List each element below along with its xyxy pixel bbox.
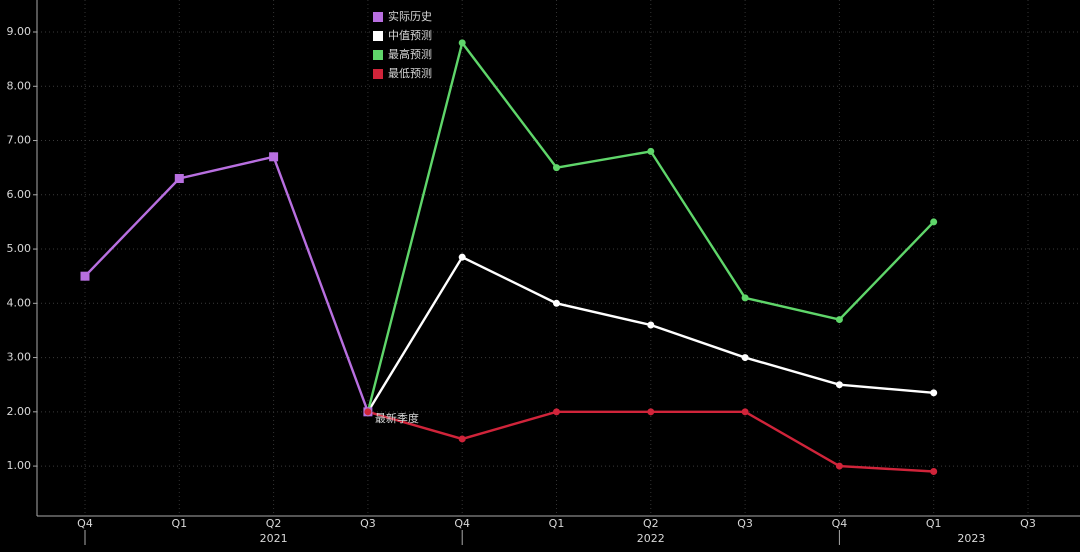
marker <box>458 435 466 443</box>
marker <box>835 381 843 389</box>
y-tick-label: 6.00 <box>7 188 32 201</box>
marker <box>647 147 655 155</box>
x-tick-label: Q4 <box>77 517 93 530</box>
marker <box>835 316 843 324</box>
y-tick-label: 1.00 <box>7 459 32 472</box>
x-tick-label: Q1 <box>549 517 565 530</box>
marker <box>647 408 655 416</box>
marker <box>647 321 655 329</box>
marker <box>835 462 843 470</box>
marker <box>80 271 90 281</box>
marker <box>930 468 938 476</box>
legend-swatch <box>373 50 383 60</box>
y-tick-label: 5.00 <box>7 242 32 255</box>
x-tick-label: Q1 <box>171 517 187 530</box>
marker <box>930 218 938 226</box>
marker <box>458 253 466 261</box>
y-tick-label: 2.00 <box>7 405 32 418</box>
marker <box>364 408 372 416</box>
x-tick-label: Q2 <box>266 517 282 530</box>
x-tick-label: Q3 <box>360 517 376 530</box>
marker <box>174 174 184 184</box>
y-tick-label: 4.00 <box>7 296 32 309</box>
marker <box>553 408 560 416</box>
y-tick-label: 8.00 <box>7 79 32 92</box>
year-label: 2021 <box>260 532 288 545</box>
legend-label: 实际历史 <box>388 9 432 23</box>
marker <box>553 164 560 172</box>
series-line <box>84 155 370 413</box>
x-tick-label: Q3 <box>1020 517 1036 530</box>
marker <box>458 39 466 47</box>
y-tick-label: 7.00 <box>7 134 32 147</box>
legend-swatch <box>373 31 383 41</box>
marker <box>741 408 749 416</box>
x-tick-label: Q1 <box>926 517 942 530</box>
marker <box>553 299 560 307</box>
annotation: 最新季度 <box>375 411 419 425</box>
legend-label: 最低预测 <box>388 67 432 80</box>
x-tick-label: Q2 <box>643 517 659 530</box>
year-label: 2023 <box>957 532 985 545</box>
y-tick-label: 9.00 <box>7 25 32 38</box>
year-label: 2022 <box>637 532 665 545</box>
marker <box>269 152 279 162</box>
marker <box>930 389 938 397</box>
marker <box>741 294 749 302</box>
legend-swatch <box>373 12 383 22</box>
legend-label: 最高预测 <box>388 47 432 61</box>
y-tick-label: 3.00 <box>7 351 32 364</box>
x-tick-label: Q3 <box>737 517 753 530</box>
legend-swatch <box>373 69 383 79</box>
legend-label: 中值预测 <box>388 29 432 42</box>
x-tick-label: Q4 <box>454 517 470 530</box>
marker <box>741 354 749 362</box>
x-tick-label: Q4 <box>832 517 848 530</box>
